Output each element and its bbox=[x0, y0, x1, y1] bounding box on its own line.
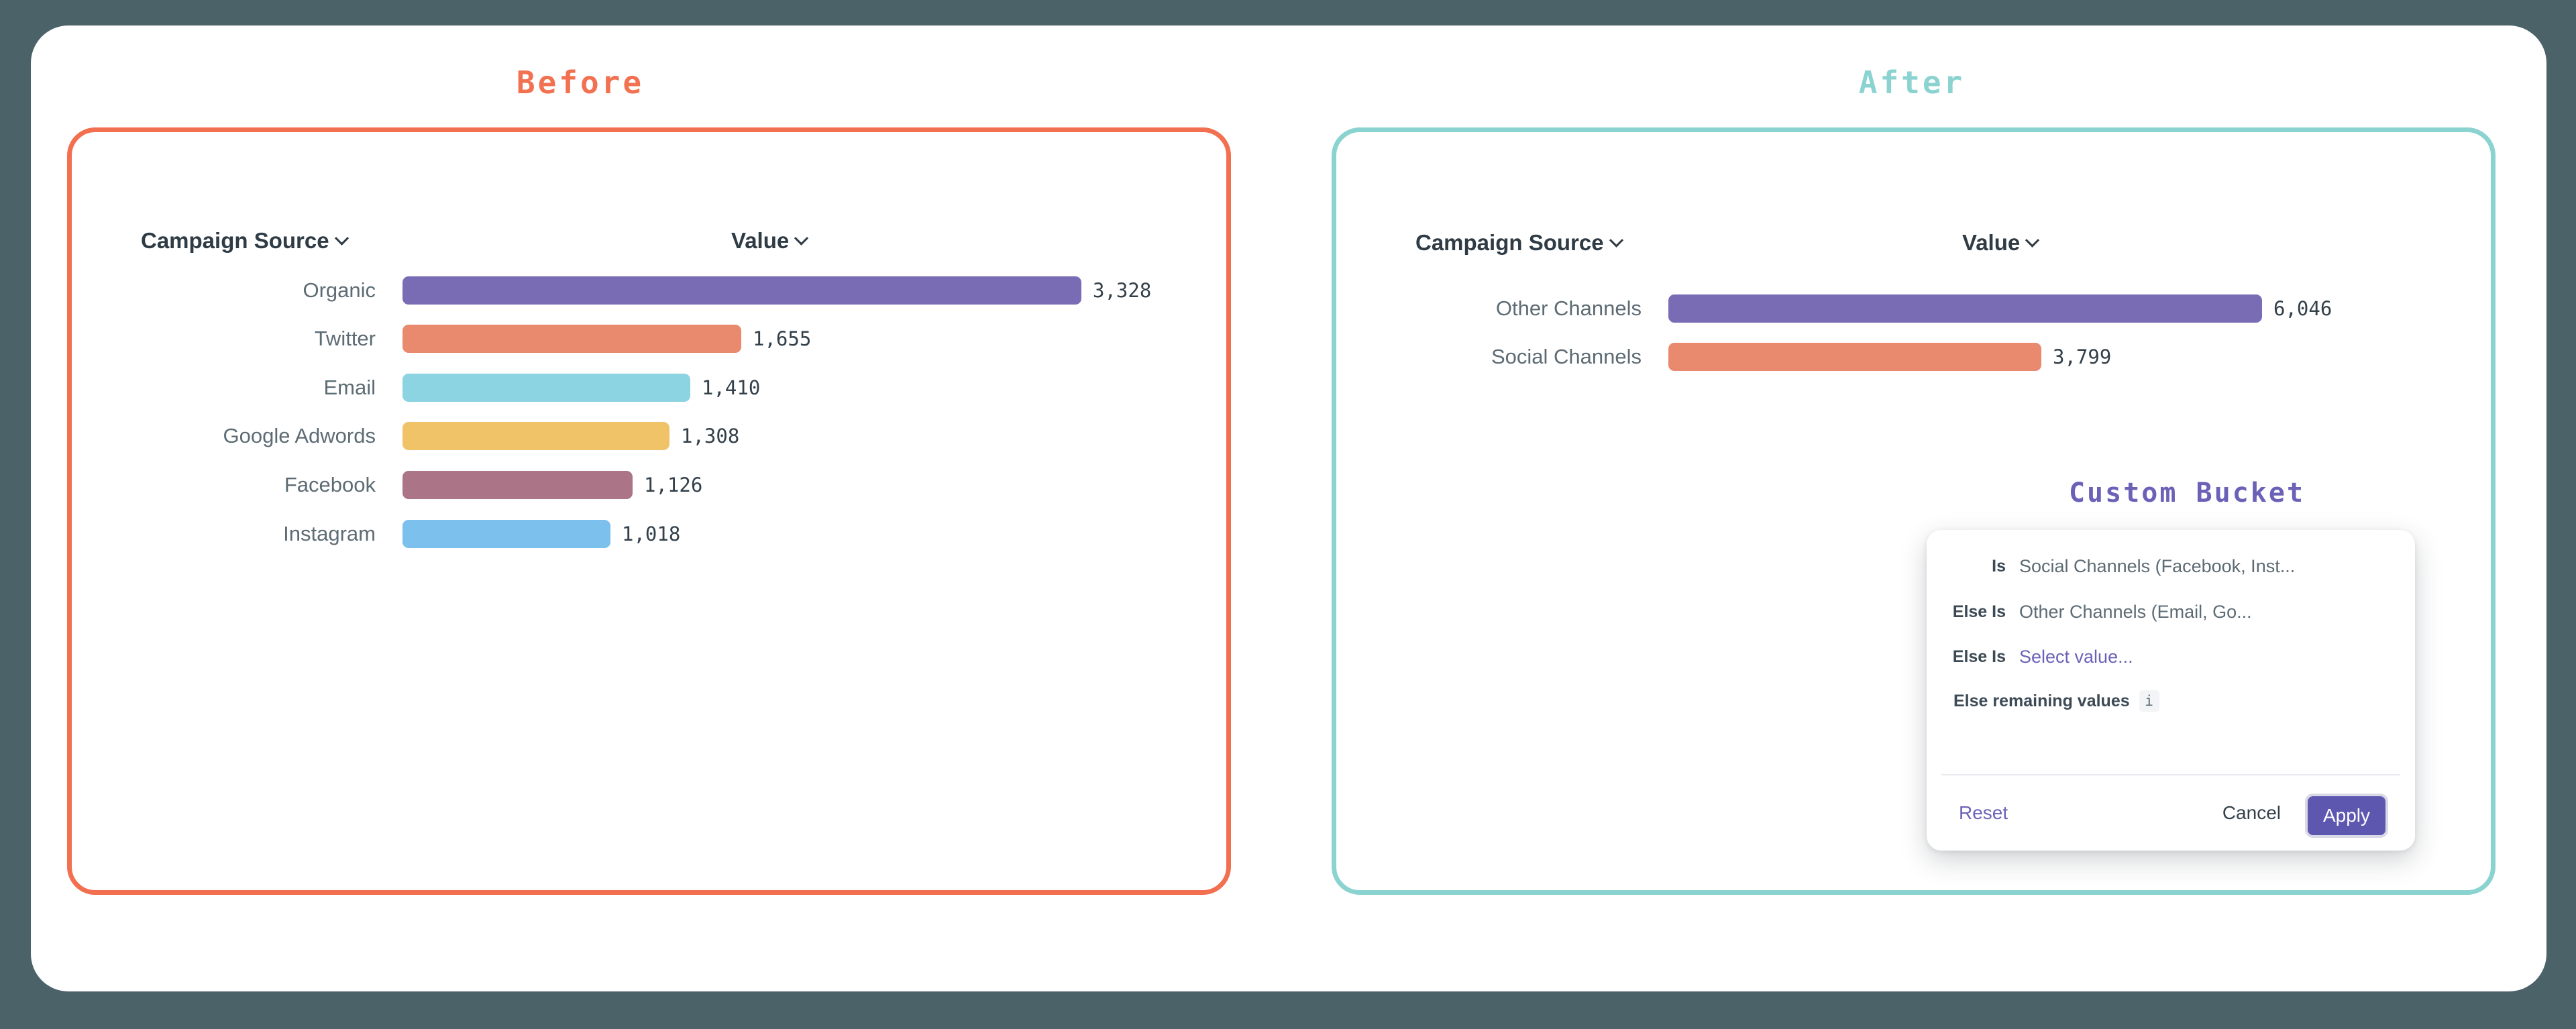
rule-operator: Else Is bbox=[1952, 602, 2006, 621]
table-row[interactable]: Email 1,410 bbox=[323, 374, 761, 402]
table-row[interactable]: Twitter 1,655 bbox=[315, 325, 812, 353]
bar-label: Other Channels bbox=[1495, 296, 1642, 320]
bar-value: 3,328 bbox=[1093, 279, 1152, 302]
bar-value: 1,126 bbox=[644, 474, 703, 496]
before-panel bbox=[67, 127, 1231, 895]
after-campaign-source-label: Campaign Source bbox=[1415, 230, 1604, 255]
bar[interactable] bbox=[1668, 294, 2262, 323]
bar-value: 1,410 bbox=[702, 376, 761, 399]
remaining-values-label: Else remaining values bbox=[1953, 691, 2130, 710]
info-icon[interactable]: i bbox=[2139, 690, 2159, 712]
chevron-down-icon[interactable] bbox=[1609, 233, 1623, 248]
bar-value: 1,655 bbox=[753, 327, 812, 350]
table-row[interactable]: Organic 3,328 bbox=[303, 276, 1152, 305]
after-value-header[interactable]: Value bbox=[1962, 230, 2040, 256]
before-section-title: Before bbox=[516, 64, 645, 101]
after-value-label: Value bbox=[1962, 230, 2021, 255]
rule-row-3[interactable]: Else Is Select value... bbox=[1927, 642, 2415, 671]
table-row[interactable]: Other Channels 6,046 bbox=[1496, 294, 2332, 323]
before-campaign-source-header[interactable]: Campaign Source bbox=[141, 228, 349, 254]
rule-operator: Else Is bbox=[1952, 647, 2006, 666]
bar[interactable] bbox=[402, 374, 690, 402]
bar[interactable] bbox=[1668, 343, 2041, 371]
apply-button[interactable]: Apply bbox=[2304, 794, 2388, 838]
before-campaign-source-label: Campaign Source bbox=[141, 228, 329, 253]
bar-value: 1,308 bbox=[681, 425, 740, 447]
bar-label: Facebook bbox=[284, 473, 376, 496]
table-row[interactable]: Google Adwords 1,308 bbox=[223, 422, 740, 450]
bar[interactable] bbox=[402, 276, 1081, 305]
rule-value[interactable]: Social Channels (Facebook, Inst... bbox=[2019, 555, 2296, 576]
chevron-down-icon[interactable] bbox=[2025, 233, 2040, 248]
before-value-header[interactable]: Value bbox=[731, 228, 809, 254]
bar-label: Organic bbox=[303, 278, 376, 302]
bar-value: 1,018 bbox=[622, 523, 681, 545]
custom-bucket-title: Custom Bucket bbox=[2068, 478, 2306, 508]
bar[interactable] bbox=[402, 325, 741, 353]
reset-button[interactable]: Reset bbox=[1959, 802, 2008, 823]
rule-row-1[interactable]: Is Social Channels (Facebook, Inst... bbox=[1927, 551, 2415, 581]
bar-label: Instagram bbox=[283, 522, 376, 545]
select-value-link[interactable]: Select value... bbox=[2019, 646, 2133, 667]
rule-row-2[interactable]: Else Is Other Channels (Email, Go... bbox=[1927, 597, 2415, 627]
table-row[interactable]: Instagram 1,018 bbox=[283, 520, 681, 548]
divider bbox=[1941, 774, 2400, 775]
popup-footer: Reset Cancel Apply bbox=[1927, 792, 2415, 848]
after-section-title: After bbox=[1858, 64, 1966, 101]
cancel-button[interactable]: Cancel bbox=[2222, 802, 2281, 823]
chevron-down-icon[interactable] bbox=[334, 231, 349, 246]
bar-label: Social Channels bbox=[1491, 345, 1642, 368]
custom-bucket-popup: Is Social Channels (Facebook, Inst... El… bbox=[1927, 530, 2415, 851]
bar-label: Twitter bbox=[314, 327, 376, 350]
rule-operator: Is bbox=[1992, 556, 2006, 576]
bar[interactable] bbox=[402, 422, 669, 450]
table-row[interactable]: Facebook 1,126 bbox=[284, 471, 703, 499]
bar-label: Email bbox=[323, 376, 376, 399]
bar[interactable] bbox=[402, 520, 610, 548]
table-row[interactable]: Social Channels 3,799 bbox=[1491, 343, 2112, 371]
after-panel bbox=[1332, 127, 2496, 895]
rule-value[interactable]: Other Channels (Email, Go... bbox=[2019, 601, 2252, 622]
before-value-label: Value bbox=[731, 228, 790, 253]
bar[interactable] bbox=[402, 471, 633, 499]
bar-label: Google Adwords bbox=[223, 424, 376, 447]
bar-value: 3,799 bbox=[2053, 345, 2112, 368]
bar-value: 6,046 bbox=[2273, 297, 2332, 320]
remaining-values-row: Else remaining values i bbox=[1927, 686, 2415, 716]
after-campaign-source-header[interactable]: Campaign Source bbox=[1415, 230, 1623, 256]
chevron-down-icon[interactable] bbox=[794, 231, 809, 246]
